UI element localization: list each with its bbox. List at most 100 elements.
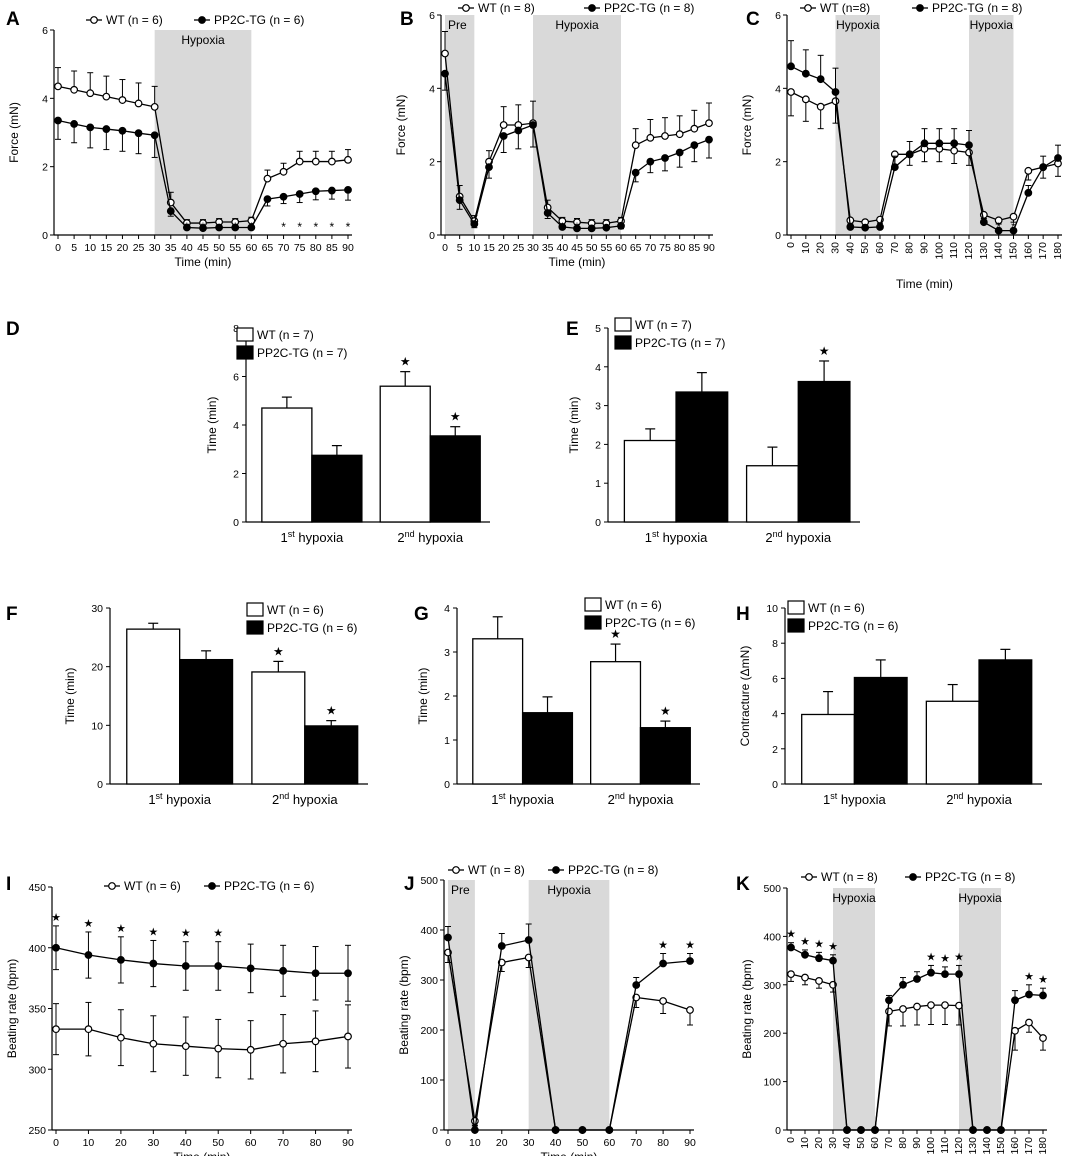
data-point <box>181 1042 190 1051</box>
x-axis-title: Time (min) <box>174 1150 231 1156</box>
x-tick-label: 90 <box>703 242 715 254</box>
data-point <box>311 1037 320 1046</box>
x-tick-label: 10 <box>468 242 480 254</box>
shaded-region-label: Pre <box>451 883 470 897</box>
category-label: 1st hypoxia <box>645 529 708 545</box>
x-tick-label: 20 <box>496 1137 508 1149</box>
significance-star: ★ <box>926 951 936 963</box>
data-point <box>263 174 272 183</box>
data-point <box>686 1006 694 1014</box>
data-point <box>1039 991 1047 1000</box>
x-tick-label: 150 <box>1008 242 1020 260</box>
y-tick-label: 500 <box>420 875 438 887</box>
data-point <box>816 102 825 111</box>
series-tg <box>54 116 352 233</box>
y-tick-label: 200 <box>763 1028 781 1040</box>
bar-wt <box>261 407 313 523</box>
category-word: hypoxia <box>963 792 1012 807</box>
y-axis-title: Time (min) <box>567 397 581 454</box>
category-superscript: nd <box>953 791 963 801</box>
data-point <box>885 1007 893 1016</box>
panel-letter: I <box>6 874 11 895</box>
bar-tg <box>853 676 908 785</box>
data-point <box>279 966 288 975</box>
data-point <box>84 1025 93 1034</box>
data-point <box>441 69 449 78</box>
significance-star: * <box>878 220 883 234</box>
y-tick-label: 4 <box>233 420 239 432</box>
x-tick-label: 20 <box>117 242 129 254</box>
y-tick-label: 400 <box>763 931 781 943</box>
legend-label: WT (n = 7) <box>635 318 692 332</box>
data-point <box>705 119 713 128</box>
y-tick-label: 0 <box>772 779 778 791</box>
data-point <box>846 223 855 231</box>
x-tick-label: 55 <box>229 242 241 254</box>
x-tick-label: 60 <box>869 1137 881 1149</box>
data-point <box>247 223 256 232</box>
data-point <box>327 186 336 195</box>
category-word: hypoxia <box>783 530 832 545</box>
category-label: 1st hypoxia <box>491 791 554 807</box>
series-wt <box>52 1001 352 1080</box>
x-tick-label: 65 <box>630 242 642 254</box>
data-point <box>787 62 795 71</box>
significance-star: ★ <box>116 923 126 935</box>
x-tick-label: 10 <box>799 1137 811 1149</box>
x-tick-label: 180 <box>1037 1137 1049 1155</box>
data-point <box>311 187 320 196</box>
data-point <box>470 220 479 228</box>
data-point <box>861 223 870 232</box>
data-point <box>1011 996 1019 1005</box>
bar-wt <box>126 628 181 785</box>
shaded-region-label: Hypoxia <box>958 891 1002 905</box>
data-point <box>529 121 537 129</box>
data-point <box>686 957 694 965</box>
legend-box-wt <box>614 317 632 332</box>
category-label: 2nd hypoxia <box>272 791 338 807</box>
legend-label: PP2C-TG (n = 6) <box>224 879 314 893</box>
x-tick-label: 40 <box>841 1137 853 1149</box>
y-axis-title: Force (mN) <box>740 95 754 156</box>
x-tick-label: 20 <box>815 242 827 254</box>
y-tick-label: 6 <box>42 25 48 37</box>
significance-star: ★ <box>819 344 830 358</box>
category-word: hypoxia <box>659 530 708 545</box>
data-point <box>134 99 143 108</box>
legend-marker-filled <box>552 866 560 874</box>
category-superscript: nd <box>773 529 783 539</box>
x-tick-label: 70 <box>644 242 656 254</box>
data-point <box>787 943 795 952</box>
x-tick-label: 130 <box>967 1137 979 1155</box>
data-point <box>444 933 452 942</box>
category-number: 1 <box>281 530 288 545</box>
data-point <box>1024 188 1033 197</box>
y-tick-label: 4 <box>595 362 601 374</box>
significance-star: * <box>472 220 477 234</box>
legend-marker-open <box>452 866 460 874</box>
bar-tg <box>639 727 691 785</box>
legend-marker-open <box>108 882 116 890</box>
data-point <box>983 1126 991 1134</box>
data-point <box>199 224 207 233</box>
significance-star: ★ <box>1038 974 1048 986</box>
x-axis-title: Time (min) <box>541 1150 598 1156</box>
legend-marker-filled <box>909 873 917 881</box>
x-tick-label: 15 <box>100 242 112 254</box>
category-word: hypoxia <box>295 530 344 545</box>
shaded-region <box>833 888 875 1130</box>
legend-box-wt <box>787 600 805 615</box>
y-tick-label: 300 <box>763 980 781 992</box>
significance-star: * <box>996 220 1001 234</box>
legend-label: PP2C-TG (n = 7) <box>257 346 347 360</box>
x-tick-label: 160 <box>1022 242 1034 260</box>
data-point <box>1011 1026 1019 1035</box>
data-point <box>801 950 809 959</box>
legend-label: PP2C-TG (n = 8) <box>925 870 1015 884</box>
significance-star: * <box>1011 220 1016 234</box>
significance-star: * <box>575 220 580 234</box>
data-point <box>499 132 508 140</box>
y-tick-label: 200 <box>420 1025 438 1037</box>
y-tick-label: 8 <box>772 638 778 650</box>
y-axis-title: Force (mN) <box>394 95 408 156</box>
